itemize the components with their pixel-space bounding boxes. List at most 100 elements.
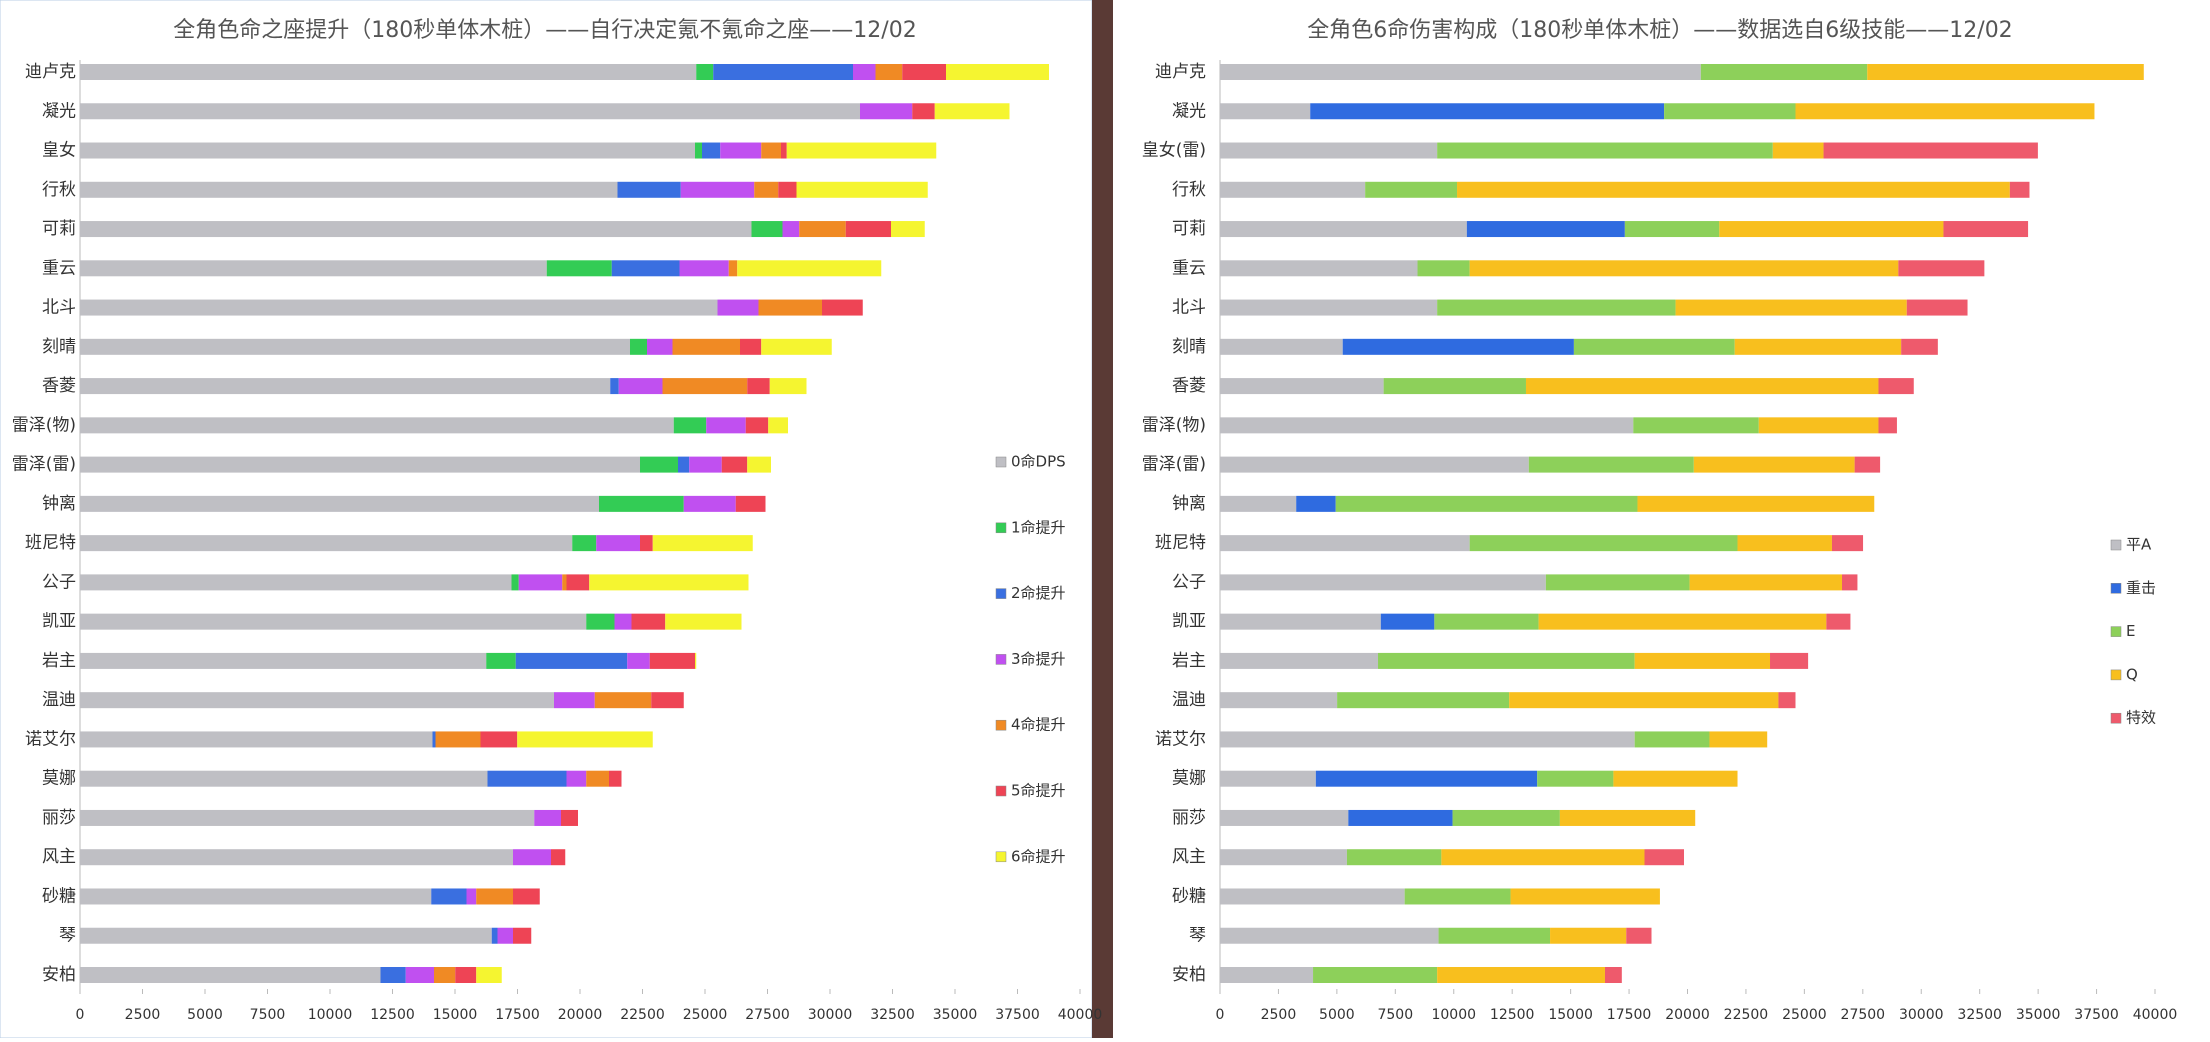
bar-segment — [747, 378, 770, 395]
bar-segment — [822, 299, 863, 316]
bar-segment — [432, 731, 436, 748]
y-tick-label: 安柏 — [1172, 965, 1206, 985]
bar-segment — [80, 967, 381, 983]
y-tick-label: 砂糖 — [1172, 886, 1206, 906]
bar-segment — [751, 221, 783, 238]
bar-segment — [1437, 299, 1676, 316]
y-tick-label: 香菱 — [42, 376, 76, 396]
bar-segment — [599, 495, 684, 512]
y-tick-label: 皇女 — [42, 141, 76, 161]
y-tick-label: 莫娜 — [42, 769, 76, 789]
y-tick-label: 风主 — [1172, 847, 1206, 867]
bar-segment — [1737, 535, 1832, 552]
bar-segment — [778, 181, 797, 198]
bar-segment — [551, 849, 566, 866]
bar-segment — [80, 888, 432, 905]
bar-segment — [1573, 338, 1735, 355]
bar-segment — [1380, 613, 1435, 630]
bar-segment — [672, 338, 740, 355]
y-tick-label: 琴 — [1189, 926, 1206, 946]
legend-swatch — [995, 654, 1007, 665]
bar-segment — [652, 535, 753, 552]
x-tick-label: 12500 — [1490, 1007, 1535, 1023]
bar-segment — [480, 731, 518, 748]
bar-segment — [518, 574, 563, 591]
bar-segment — [1510, 888, 1660, 905]
bar-segment — [1220, 142, 1438, 159]
bar-segment — [706, 417, 746, 434]
bar-segment — [554, 692, 595, 709]
bar-segment — [566, 574, 590, 591]
x-tick-label: 10000 — [308, 1007, 353, 1023]
bar-segment — [431, 888, 467, 905]
x-tick-label: 40000 — [2133, 1007, 2178, 1023]
bar-segment — [1220, 221, 1467, 238]
bar-segment — [435, 731, 481, 748]
bar-segment — [486, 652, 516, 669]
bar-segment — [513, 927, 532, 944]
bar-segment — [513, 888, 540, 905]
legend-label: 2命提升 — [1011, 584, 1066, 602]
x-tick-label: 32500 — [870, 1007, 915, 1023]
bar-segment — [586, 613, 615, 630]
bar-segment — [1365, 181, 1458, 198]
bar-segment — [405, 967, 434, 983]
bar-segment — [1220, 456, 1529, 473]
bar-segment — [1296, 495, 1336, 512]
bar-segment — [1734, 338, 1902, 355]
bar-segment — [695, 652, 697, 669]
bar-segment — [1220, 417, 1634, 434]
bar-segment — [561, 809, 578, 826]
bar-segment — [1337, 692, 1510, 709]
legend-label: E — [2126, 622, 2135, 640]
bar-segment — [799, 221, 846, 238]
bar-segment — [80, 770, 488, 787]
legend-swatch — [2110, 583, 2122, 594]
bar-segment — [1220, 260, 1418, 277]
bar-segment — [80, 260, 547, 277]
bar-segment — [631, 613, 666, 630]
x-tick-label: 35000 — [2016, 1007, 2061, 1023]
legend-swatch — [995, 588, 1007, 599]
bar-segment — [860, 103, 913, 120]
y-tick-label: 钟离 — [1172, 494, 1206, 514]
bar-segment — [1906, 299, 1968, 316]
x-tick-label: 7500 — [250, 1007, 286, 1023]
y-tick-label: 安柏 — [42, 965, 76, 985]
bar-segment — [696, 64, 714, 80]
bar-segment — [1310, 103, 1665, 120]
bar-segment — [511, 574, 519, 591]
legend-label: Q — [2126, 665, 2138, 683]
bar-segment — [1466, 221, 1625, 238]
y-tick-label: 北斗 — [42, 298, 76, 318]
bar-segment — [380, 967, 406, 983]
bar-segment — [853, 64, 876, 80]
bar-segment — [1346, 849, 1442, 866]
y-tick-label: 琴 — [59, 926, 76, 946]
bar-segment — [487, 770, 567, 787]
bar-segment — [1675, 299, 1907, 316]
bar-segment — [80, 692, 554, 709]
bar-segment — [1220, 652, 1379, 669]
y-tick-label: 岩主 — [42, 651, 76, 671]
bar-segment — [1537, 770, 1614, 787]
bar-segment — [1772, 142, 1824, 159]
bar-segment — [1342, 338, 1574, 355]
x-tick-label: 22500 — [1724, 1007, 1769, 1023]
bar-segment — [737, 260, 882, 277]
x-tick-label: 2500 — [1261, 1007, 1297, 1023]
y-tick-label: 香菱 — [1172, 376, 1206, 396]
bar-segment — [761, 142, 781, 159]
bar-segment — [1437, 142, 1773, 159]
bar-segment — [1457, 181, 2010, 198]
bar-segment — [1220, 809, 1349, 826]
y-tick-label: 诺艾尔 — [25, 729, 76, 749]
x-tick-label: 27500 — [1841, 1007, 1886, 1023]
bar-segment — [934, 103, 1010, 120]
bar-segment — [1637, 495, 1875, 512]
x-tick-label: 37500 — [2074, 1007, 2119, 1023]
legend-label: 1命提升 — [1011, 518, 1066, 536]
chart-title: 全角色命之座提升（180秒单体木桩）——自行决定氪不氪命之座——12/02 — [173, 18, 916, 43]
bar-segment — [491, 927, 498, 944]
